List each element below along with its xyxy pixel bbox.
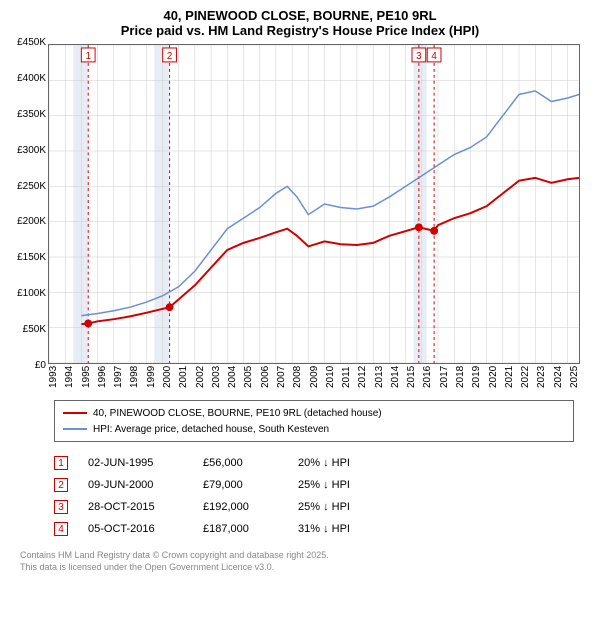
event-price: £187,000 bbox=[203, 523, 278, 535]
legend-swatch bbox=[63, 412, 87, 414]
event-hpi: 20% ↓ HPI bbox=[298, 457, 350, 469]
event-table: 1 02-JUN-1995 £56,000 20% ↓ HPI 2 09-JUN-2000… bbox=[54, 452, 590, 540]
event-hpi: 31% ↓ HPI bbox=[298, 523, 350, 535]
x-tick-label: 1994 bbox=[64, 366, 75, 394]
svg-text:3: 3 bbox=[416, 51, 422, 62]
y-tick-label: £200K bbox=[8, 216, 46, 227]
event-date: 05-OCT-2016 bbox=[88, 523, 183, 535]
x-tick-label: 2009 bbox=[309, 366, 320, 394]
x-tick-label: 2003 bbox=[211, 366, 222, 394]
event-row: 2 09-JUN-2000 £79,000 25% ↓ HPI bbox=[54, 474, 590, 496]
event-row: 3 28-OCT-2015 £192,000 25% ↓ HPI bbox=[54, 496, 590, 518]
y-tick-label: £100K bbox=[8, 288, 46, 299]
x-tick-label: 2002 bbox=[195, 366, 206, 394]
event-marker: 3 bbox=[54, 500, 68, 514]
footer-line2: This data is licensed under the Open Gov… bbox=[20, 562, 590, 574]
x-tick-label: 1995 bbox=[81, 366, 92, 394]
event-row: 1 02-JUN-1995 £56,000 20% ↓ HPI bbox=[54, 452, 590, 474]
x-tick-label: 2013 bbox=[374, 366, 385, 394]
x-tick-label: 2006 bbox=[260, 366, 271, 394]
x-tick-label: 1999 bbox=[146, 366, 157, 394]
y-tick-label: £400K bbox=[8, 73, 46, 84]
x-tick-label: 2008 bbox=[292, 366, 303, 394]
legend-row: HPI: Average price, detached house, Sout… bbox=[63, 421, 565, 437]
x-tick-label: 2018 bbox=[455, 366, 466, 394]
svg-text:1: 1 bbox=[85, 51, 90, 62]
x-tick-label: 2007 bbox=[276, 366, 287, 394]
x-tick-label: 1993 bbox=[48, 366, 59, 394]
svg-text:4: 4 bbox=[431, 51, 437, 62]
event-price: £79,000 bbox=[203, 479, 278, 491]
x-tick-label: 2001 bbox=[178, 366, 189, 394]
x-tick-label: 2019 bbox=[471, 366, 482, 394]
x-tick-label: 1998 bbox=[129, 366, 140, 394]
event-date: 02-JUN-1995 bbox=[88, 457, 183, 469]
x-axis-labels: 1993 1994 1995 1996 1997 1998 1999 2000 2001 2002… bbox=[48, 366, 580, 394]
x-tick-label: 2024 bbox=[553, 366, 564, 394]
x-tick-label: 2021 bbox=[504, 366, 515, 394]
chart-area: £450K£400K£350K£300K£250K£200K£150K£100K… bbox=[48, 44, 580, 394]
legend-label: HPI: Average price, detached house, Sout… bbox=[93, 424, 329, 435]
legend-swatch bbox=[63, 428, 87, 430]
event-date: 09-JUN-2000 bbox=[88, 479, 183, 491]
x-tick-label: 2020 bbox=[488, 366, 499, 394]
x-tick-label: 2010 bbox=[325, 366, 336, 394]
y-tick-label: £350K bbox=[8, 109, 46, 120]
y-tick-label: £0 bbox=[8, 360, 46, 371]
y-tick-label: £250K bbox=[8, 181, 46, 192]
legend-row: 40, PINEWOOD CLOSE, BOURNE, PE10 9RL (de… bbox=[63, 405, 565, 421]
x-tick-label: 2000 bbox=[162, 366, 173, 394]
title-line1: 40, PINEWOOD CLOSE, BOURNE, PE10 9RL bbox=[10, 8, 590, 23]
plot-area: 1 2 34 bbox=[48, 44, 580, 364]
title-block: 40, PINEWOOD CLOSE, BOURNE, PE10 9RL Pri… bbox=[10, 8, 590, 38]
y-axis-labels: £450K £400K £350K £300K £250K £200K £150K £100K… bbox=[8, 37, 46, 371]
event-price: £192,000 bbox=[203, 501, 278, 513]
x-tick-label: 1997 bbox=[113, 366, 124, 394]
title-line2: Price paid vs. HM Land Registry's House … bbox=[10, 23, 590, 38]
svg-text:2: 2 bbox=[167, 51, 172, 62]
x-tick-label: 2017 bbox=[439, 366, 450, 394]
x-tick-label: 2025 bbox=[569, 366, 580, 394]
x-tick-label: 2005 bbox=[243, 366, 254, 394]
x-tick-label: 2023 bbox=[536, 366, 547, 394]
chart-container: 40, PINEWOOD CLOSE, BOURNE, PE10 9RL Pri… bbox=[0, 0, 600, 581]
legend: 40, PINEWOOD CLOSE, BOURNE, PE10 9RL (de… bbox=[54, 400, 574, 442]
footer-line1: Contains HM Land Registry data © Crown c… bbox=[20, 550, 590, 562]
x-tick-label: 1996 bbox=[97, 366, 108, 394]
y-tick-label: £150K bbox=[8, 252, 46, 263]
y-tick-label: £50K bbox=[8, 324, 46, 335]
x-tick-label: 2022 bbox=[520, 366, 531, 394]
event-hpi: 25% ↓ HPI bbox=[298, 479, 350, 491]
event-marker: 1 bbox=[54, 456, 68, 470]
x-tick-label: 2011 bbox=[341, 366, 352, 394]
legend-label: 40, PINEWOOD CLOSE, BOURNE, PE10 9RL (de… bbox=[93, 408, 382, 419]
y-tick-label: £300K bbox=[8, 145, 46, 156]
x-tick-label: 2012 bbox=[357, 366, 368, 394]
y-tick-label: £450K bbox=[8, 37, 46, 48]
x-tick-label: 2004 bbox=[227, 366, 238, 394]
event-marker: 2 bbox=[54, 478, 68, 492]
event-date: 28-OCT-2015 bbox=[88, 501, 183, 513]
event-hpi: 25% ↓ HPI bbox=[298, 501, 350, 513]
event-row: 4 05-OCT-2016 £187,000 31% ↓ HPI bbox=[54, 518, 590, 540]
plot-svg: 1 2 34 bbox=[49, 45, 579, 363]
x-tick-label: 2015 bbox=[406, 366, 417, 394]
event-price: £56,000 bbox=[203, 457, 278, 469]
event-marker: 4 bbox=[54, 522, 68, 536]
x-tick-label: 2014 bbox=[390, 366, 401, 394]
footer: Contains HM Land Registry data © Crown c… bbox=[20, 550, 590, 573]
x-tick-label: 2016 bbox=[422, 366, 433, 394]
